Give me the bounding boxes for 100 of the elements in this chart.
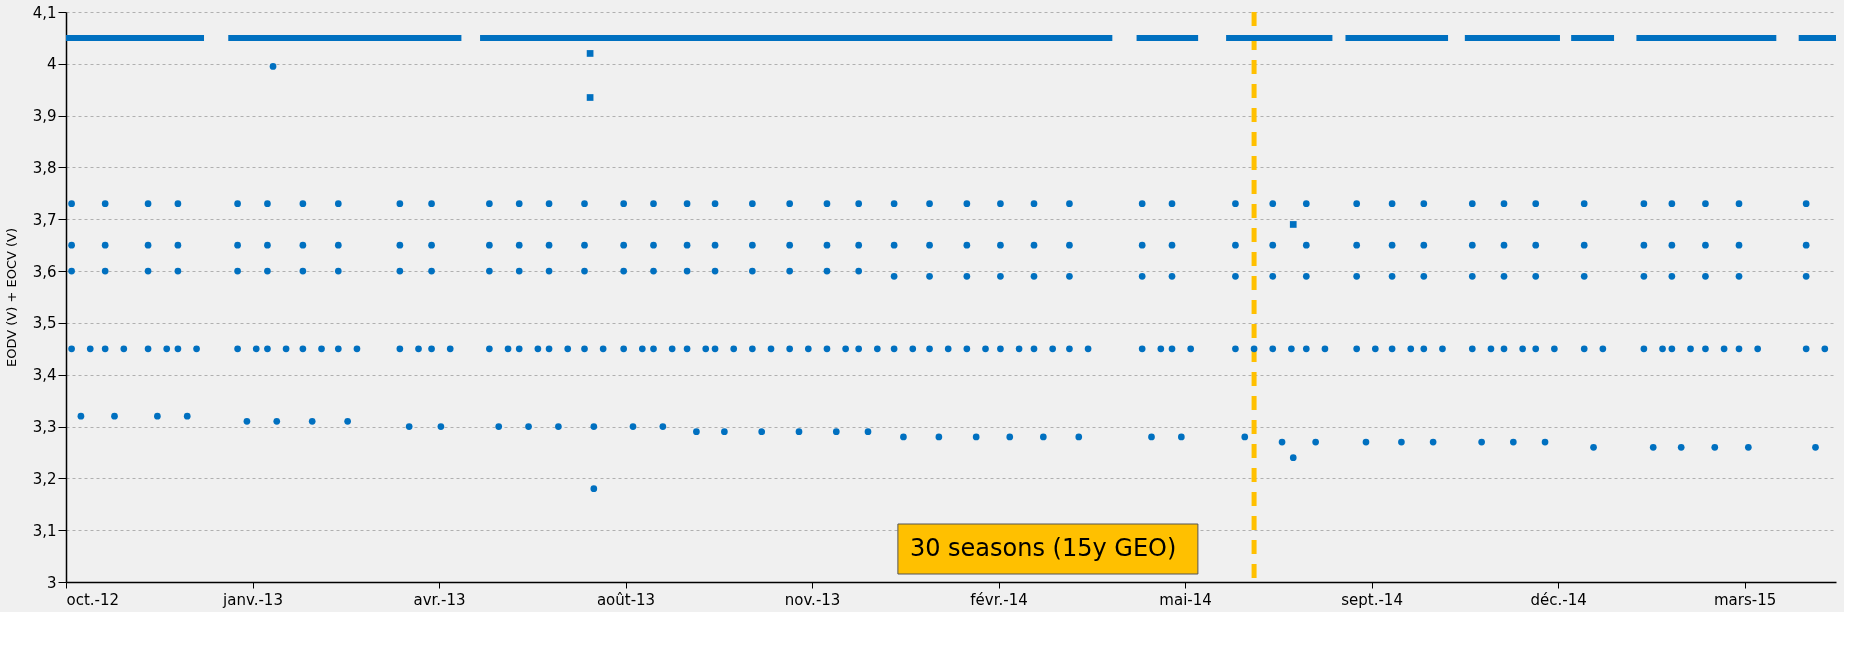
- point: [935, 433, 943, 441]
- point: [1168, 272, 1176, 280]
- y-tick-label: 3,8: [32, 158, 57, 177]
- point: [269, 63, 277, 70]
- point: [1812, 443, 1819, 451]
- point: [183, 412, 191, 420]
- point: [264, 345, 271, 353]
- point: [1821, 345, 1829, 353]
- point: [1439, 345, 1446, 353]
- point: [1468, 345, 1476, 353]
- point: [486, 200, 493, 208]
- point: [855, 241, 863, 249]
- point: [1735, 345, 1743, 353]
- point: [1720, 345, 1728, 353]
- point: [111, 412, 118, 420]
- point: [68, 200, 75, 208]
- point: [855, 200, 863, 208]
- point: [620, 345, 628, 353]
- point: [926, 200, 933, 208]
- point: [264, 241, 271, 249]
- point: [581, 267, 588, 275]
- point: [299, 267, 307, 275]
- point: [890, 272, 898, 280]
- point: [1640, 272, 1648, 280]
- point: [1302, 200, 1310, 208]
- point: [1066, 272, 1073, 280]
- point: [1711, 443, 1719, 451]
- point: [1541, 438, 1549, 446]
- point: [1532, 272, 1540, 280]
- point: [1232, 345, 1239, 353]
- point: [515, 345, 523, 353]
- y-axis-title: EODV (V) + EOCV (V): [3, 227, 19, 368]
- point: [1353, 345, 1361, 353]
- point: [396, 200, 404, 208]
- point: [926, 241, 933, 249]
- point: [1580, 345, 1588, 353]
- point: [1590, 443, 1597, 451]
- point: [786, 345, 794, 353]
- point: [1702, 345, 1709, 353]
- point: [590, 485, 598, 493]
- point: [308, 418, 316, 425]
- x-tick-label: janv.-13: [222, 590, 283, 609]
- point: [702, 345, 710, 353]
- point: [486, 267, 493, 275]
- point: [1353, 241, 1361, 249]
- point: [786, 241, 794, 249]
- point: [1269, 272, 1277, 280]
- point: [620, 267, 628, 275]
- point: [428, 345, 435, 353]
- point: [428, 267, 435, 275]
- point: [1420, 241, 1428, 249]
- point: [1580, 200, 1588, 208]
- point: [1388, 241, 1396, 249]
- point: [273, 418, 281, 425]
- point: [68, 267, 75, 275]
- point: [997, 200, 1004, 208]
- point: [1640, 345, 1648, 353]
- point: [659, 423, 667, 430]
- point: [997, 241, 1004, 249]
- point: [1802, 272, 1810, 280]
- point: [590, 423, 598, 430]
- point: [1241, 433, 1249, 441]
- x-tick-label: sept.-14: [1341, 590, 1403, 609]
- point: [963, 272, 971, 280]
- point: [545, 345, 553, 353]
- point: [120, 345, 128, 353]
- point: [555, 423, 562, 430]
- point: [1138, 200, 1146, 208]
- point: [1066, 345, 1073, 353]
- point: [1668, 241, 1676, 249]
- point: [504, 345, 512, 353]
- point: [1580, 241, 1588, 249]
- point: [1066, 200, 1073, 208]
- point: [1668, 200, 1676, 208]
- point: [749, 345, 756, 353]
- point: [650, 200, 657, 208]
- point: [174, 345, 182, 353]
- point: [1532, 241, 1540, 249]
- point: [545, 200, 553, 208]
- point: [428, 200, 435, 208]
- point: [264, 200, 271, 208]
- point: [1302, 241, 1310, 249]
- point: [1030, 345, 1038, 353]
- x-tick-label: mars-15: [1713, 590, 1777, 609]
- point: [437, 423, 445, 430]
- point: [599, 345, 607, 353]
- point: [683, 267, 691, 275]
- point: [1288, 345, 1295, 353]
- point: [1702, 241, 1709, 249]
- point: [515, 200, 523, 208]
- point: [86, 345, 94, 353]
- point: [1269, 200, 1277, 208]
- point: [154, 412, 161, 420]
- point: [1302, 272, 1310, 280]
- point: [415, 345, 422, 353]
- point: [1735, 200, 1743, 208]
- point: [1407, 345, 1415, 353]
- x-tick-label: nov.-13: [784, 590, 841, 609]
- point: [334, 345, 342, 353]
- point: [405, 423, 413, 430]
